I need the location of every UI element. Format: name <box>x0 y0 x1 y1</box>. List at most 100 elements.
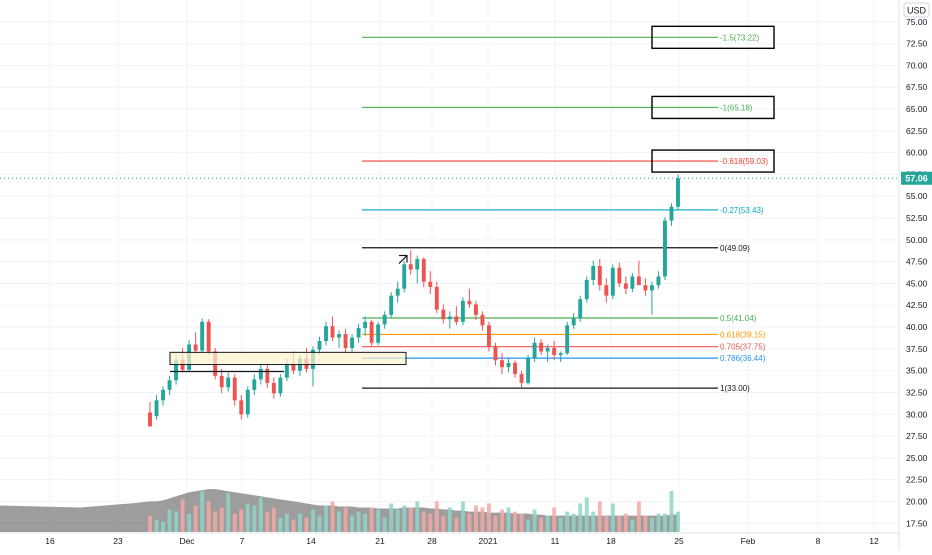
y-tick-label: 67.50 <box>906 82 928 92</box>
candle[interactable] <box>545 344 550 362</box>
candle[interactable] <box>506 358 511 373</box>
candle[interactable] <box>663 217 667 280</box>
candle-body <box>278 377 283 394</box>
candle-body <box>193 344 198 351</box>
candle[interactable] <box>604 278 609 303</box>
candle[interactable] <box>265 363 270 389</box>
candle[interactable] <box>330 316 335 342</box>
candle[interactable] <box>271 377 276 399</box>
candle[interactable] <box>369 320 374 347</box>
candle[interactable] <box>487 321 491 352</box>
candles[interactable] <box>148 174 680 427</box>
candle[interactable] <box>415 255 420 284</box>
candle[interactable] <box>636 260 641 286</box>
candle[interactable] <box>454 306 459 326</box>
candle[interactable] <box>447 311 452 329</box>
candle[interactable] <box>395 281 400 303</box>
volume-bar <box>284 513 289 532</box>
candle[interactable] <box>337 330 341 348</box>
candle[interactable] <box>421 257 426 287</box>
candle[interactable] <box>356 323 361 343</box>
candle[interactable] <box>656 271 661 289</box>
candle[interactable] <box>643 278 648 296</box>
candle[interactable] <box>584 276 589 303</box>
candle[interactable] <box>480 311 485 331</box>
candle[interactable] <box>382 311 387 329</box>
candle[interactable] <box>363 316 368 336</box>
candle[interactable] <box>539 339 544 355</box>
candle-body <box>565 325 570 354</box>
candle[interactable] <box>519 370 524 389</box>
candle[interactable] <box>630 272 635 293</box>
candle[interactable] <box>623 276 628 294</box>
candle[interactable] <box>200 318 205 354</box>
candle[interactable] <box>460 297 465 326</box>
candle[interactable] <box>526 354 531 385</box>
candle[interactable] <box>206 319 211 355</box>
candle[interactable] <box>232 374 237 406</box>
candle[interactable] <box>154 395 159 420</box>
flag-marker[interactable] <box>398 254 408 264</box>
volume-bar <box>193 505 198 532</box>
volume-bar <box>356 511 361 532</box>
candle[interactable] <box>532 337 537 362</box>
last-price-label: 57.06 <box>905 173 928 183</box>
x-tick-label: 21 <box>375 536 385 546</box>
candle[interactable] <box>669 203 674 226</box>
candle[interactable] <box>571 313 576 329</box>
currency-badge[interactable]: USD <box>903 2 930 18</box>
candle[interactable] <box>239 395 244 420</box>
candle[interactable] <box>467 288 472 308</box>
candle[interactable] <box>376 321 381 346</box>
candle-body <box>441 309 446 320</box>
candle[interactable] <box>161 386 165 406</box>
x-tick-label: 2021 <box>479 536 498 546</box>
volume-bar <box>493 515 498 532</box>
candle[interactable] <box>610 264 615 300</box>
candle[interactable] <box>258 363 263 385</box>
candle[interactable] <box>167 375 172 396</box>
candle[interactable] <box>324 321 328 346</box>
candle[interactable] <box>428 271 433 294</box>
candle[interactable] <box>591 260 596 286</box>
candle[interactable] <box>278 374 283 397</box>
candle[interactable] <box>148 402 152 427</box>
candle[interactable] <box>552 341 557 361</box>
candle[interactable] <box>513 360 517 378</box>
candle[interactable] <box>617 262 622 287</box>
candle[interactable] <box>473 300 478 321</box>
highlight-box[interactable] <box>651 149 775 173</box>
candle[interactable] <box>441 304 446 324</box>
support-zone-box[interactable] <box>169 351 407 366</box>
highlight-box[interactable] <box>651 95 775 120</box>
candle[interactable] <box>676 174 680 211</box>
volume-bar <box>187 513 192 532</box>
fibonacci-levels[interactable]: -1.5(73.22) -1(65.18) -0.618(59.03) -0.27(5… <box>362 33 768 393</box>
candle-body <box>226 377 231 388</box>
drawings[interactable] <box>0 25 898 373</box>
candle[interactable] <box>219 368 224 394</box>
highlight-box[interactable] <box>651 25 775 50</box>
candle[interactable] <box>649 281 654 315</box>
candle[interactable] <box>565 321 570 355</box>
candle[interactable] <box>597 259 602 291</box>
candle[interactable] <box>226 372 231 392</box>
candle[interactable] <box>389 292 394 319</box>
candle[interactable] <box>193 332 198 355</box>
candle[interactable] <box>252 374 257 396</box>
candle[interactable] <box>434 281 439 314</box>
candle[interactable] <box>402 260 407 293</box>
fib-level-label: 0.705(37.75) <box>720 343 766 352</box>
candle[interactable] <box>343 328 348 354</box>
time-axis[interactable]: 16 23 Dec 7 14 21 28 2021 11 18 25 Feb 8 12 <box>0 532 899 546</box>
candle-body <box>552 347 557 355</box>
candle[interactable] <box>500 353 504 375</box>
candle[interactable] <box>245 386 250 418</box>
candle[interactable] <box>558 351 563 362</box>
candle[interactable] <box>493 342 498 366</box>
candle[interactable] <box>408 250 413 275</box>
candle[interactable] <box>578 295 583 322</box>
candle[interactable] <box>350 334 355 352</box>
